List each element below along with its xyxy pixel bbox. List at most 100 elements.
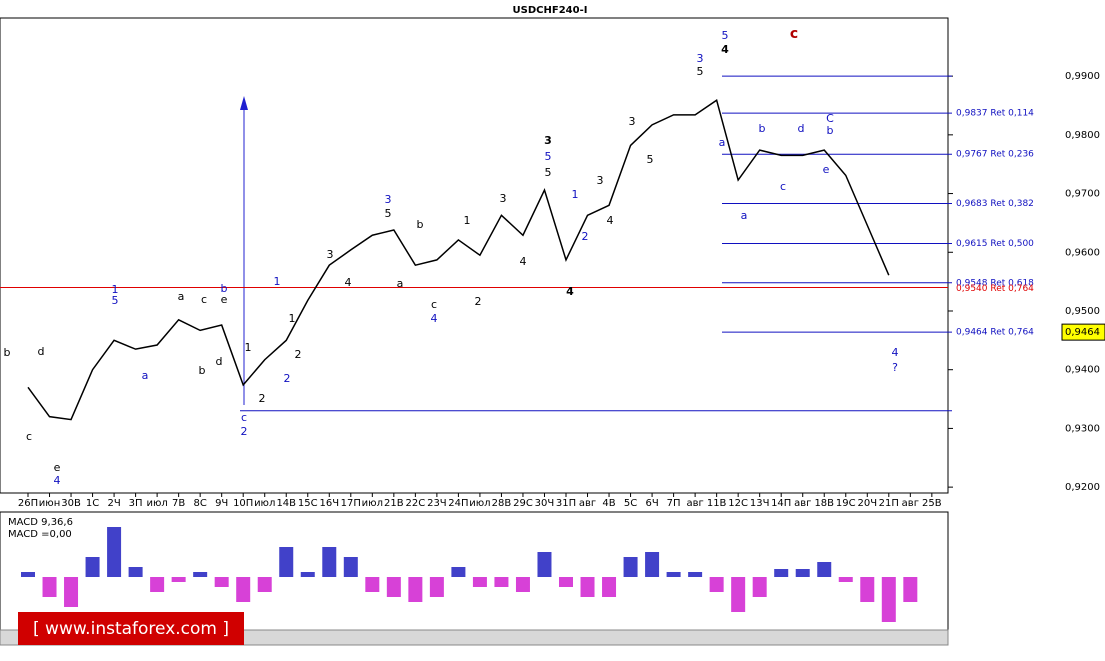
macd-bar (429, 577, 444, 597)
wave-label: b (221, 282, 228, 295)
x-tick-label: авг (686, 498, 703, 509)
wave-label: c (201, 293, 207, 306)
x-tick-label: 2Ч (107, 498, 120, 509)
macd-bar (580, 577, 595, 597)
wave-label: 2 (295, 348, 302, 361)
macd-bar (666, 572, 681, 577)
wave-label: 3 (697, 52, 704, 65)
macd-bar (279, 547, 294, 577)
macd-bar (860, 577, 875, 602)
x-tick-label: 7П (667, 498, 681, 509)
wave-label: 5 (112, 294, 119, 307)
macd-bar (795, 569, 810, 577)
wave-label: a (719, 136, 726, 149)
wave-label: 1 (464, 214, 471, 227)
macd-bar (85, 557, 100, 577)
macd-bar (515, 577, 530, 592)
x-tick-label: 8С (193, 498, 206, 509)
wave-label: 5 (545, 166, 552, 179)
x-tick-label: 5С (624, 498, 637, 509)
wave-label: 1 (274, 275, 281, 288)
wave-label: e (54, 461, 61, 474)
wave-label: 3 (629, 115, 636, 128)
wave-label: 2 (284, 372, 291, 385)
wave-label: 4 (721, 43, 729, 56)
macd-bar (645, 552, 660, 577)
x-tick-label: июл (469, 498, 490, 509)
y-tick-label: 0,9300 (1065, 423, 1100, 434)
macd-bar (386, 577, 401, 597)
wave-label: 2 (475, 295, 482, 308)
x-tick-label: 11В (707, 498, 727, 509)
watermark-box (18, 612, 244, 645)
wave-label: c (431, 298, 437, 311)
wave-label: 5 (697, 65, 704, 78)
wave-label: 4 (607, 214, 614, 227)
macd-bar (343, 557, 358, 577)
y-tick-label: 0,9400 (1065, 365, 1100, 376)
wave-label: 3 (327, 248, 334, 261)
macd-bar (408, 577, 423, 602)
macd-bar (257, 577, 272, 592)
x-tick-label: 14П (771, 498, 791, 509)
macd-bar (688, 572, 703, 577)
wave-label: 4 (345, 276, 352, 289)
x-tick-label: 21В (384, 498, 404, 509)
x-tick-label: 28В (492, 498, 512, 509)
price-label: 0,9464 (1065, 327, 1100, 338)
price-box (1061, 323, 1105, 341)
wave-label: 1 (572, 188, 579, 201)
x-tick-label: 15С (298, 498, 318, 509)
macd-bar (559, 577, 573, 587)
wave-label: a (142, 369, 149, 382)
x-tick-label: 3П (129, 498, 143, 509)
wave-label: 2 (241, 425, 248, 438)
wave-label: 5 (545, 150, 552, 163)
x-tick-label: 26П (18, 498, 38, 509)
wave-label: 3 (385, 193, 392, 206)
wave-label: 1 (289, 312, 296, 325)
macd-bar (472, 577, 487, 587)
level-label: 0,9540 Ret 0,764 (956, 284, 1034, 294)
level-label: 0,9464 Ret 0,764 (956, 328, 1034, 338)
x-tick-label: авг (902, 498, 919, 509)
macd-bar (365, 577, 380, 592)
wave-label: 3 (597, 174, 604, 187)
x-tick-label: 31П (556, 498, 576, 509)
wave-label: 2 (582, 230, 589, 243)
chart-title: USDCHF240-I (513, 5, 588, 16)
wave-label: 4 (54, 474, 61, 487)
macd-bar (150, 577, 165, 592)
macd-bar (214, 577, 229, 587)
macd-bar (709, 577, 724, 592)
wave-label: c (241, 411, 247, 424)
x-tick-label: 18В (814, 498, 834, 509)
macd-title: MACD 9,36,6 (8, 517, 73, 528)
wave-label: a (741, 209, 748, 222)
level-label: 0,9548 Ret 0,618 (956, 278, 1034, 288)
macd-bar (623, 557, 638, 577)
x-tick-label: 6Ч (645, 498, 658, 509)
wave-label: 4 (892, 346, 899, 359)
wave-label: c (26, 430, 32, 443)
macd-bar (193, 572, 208, 577)
y-tick-label: 0,9600 (1065, 247, 1100, 258)
macd-bar (107, 527, 122, 577)
x-tick-label: авг (579, 498, 596, 509)
x-tick-label: 30В (61, 498, 81, 509)
wave-label: 5 (647, 153, 654, 166)
level-label: 0,9837 Ret 0,114 (956, 109, 1034, 119)
x-tick-label: июн (39, 498, 60, 509)
wave-label: 2 (259, 392, 266, 405)
y-tick-label: 0,9500 (1065, 306, 1100, 317)
wave-label: d (798, 122, 805, 135)
arrow-head (240, 96, 248, 110)
wave-label: 1 (112, 283, 119, 296)
wave-label: 4 (566, 285, 574, 298)
x-tick-label: июл (362, 498, 383, 509)
x-tick-label: 22С (406, 498, 426, 509)
macd-bar (537, 552, 552, 577)
macd-bar (64, 577, 79, 607)
